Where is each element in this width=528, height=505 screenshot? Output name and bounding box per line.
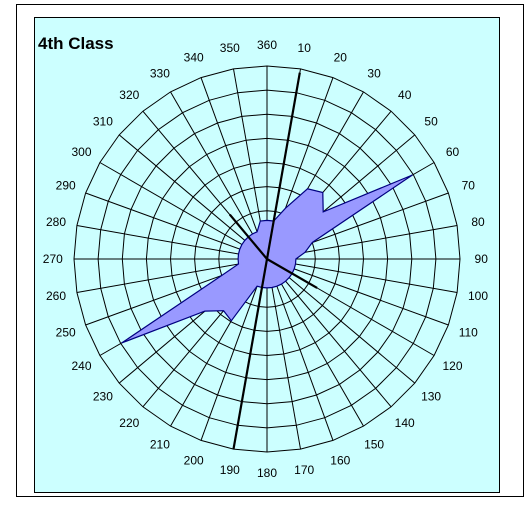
grid-spoke <box>266 258 334 441</box>
angle-label: 310 <box>93 114 113 128</box>
angle-label: 300 <box>71 145 91 159</box>
angle-label: 180 <box>257 466 277 480</box>
grid-spoke <box>76 225 268 260</box>
angle-label: 200 <box>184 453 204 467</box>
angle-label: 230 <box>93 390 113 404</box>
angle-label: 330 <box>150 67 170 81</box>
angle-label: 260 <box>46 289 66 303</box>
series-spike <box>232 258 269 450</box>
angle-label: 10 <box>298 41 312 55</box>
angle-label: 340 <box>184 51 204 65</box>
grid-spoke <box>170 91 268 260</box>
grid-spoke <box>76 258 268 293</box>
grid-spoke <box>99 162 268 260</box>
angle-label: 290 <box>56 179 76 193</box>
grid-spoke <box>266 258 364 427</box>
angle-label: 360 <box>257 38 277 52</box>
grid-spoke <box>200 77 268 260</box>
angle-label: 280 <box>46 215 66 229</box>
series-spike <box>228 213 268 260</box>
angle-label: 350 <box>220 41 240 55</box>
angle-label: 120 <box>442 359 462 373</box>
angle-label: 80 <box>471 215 485 229</box>
angle-label: 320 <box>119 88 139 102</box>
angle-label: 50 <box>424 114 438 128</box>
angle-label: 150 <box>364 438 384 452</box>
grid-spoke <box>266 258 458 293</box>
grid-spoke <box>118 134 268 260</box>
angle-label: 110 <box>459 325 478 339</box>
grid-spoke <box>266 258 416 384</box>
angle-label: 100 <box>468 289 488 303</box>
angle-label: 250 <box>56 325 76 339</box>
grid-spoke <box>266 258 449 326</box>
angle-label: 140 <box>395 416 415 430</box>
angle-label: 270 <box>43 252 63 266</box>
angle-label: 70 <box>462 179 476 193</box>
grid-spoke <box>200 258 268 441</box>
angle-label: 170 <box>294 463 314 477</box>
angle-label: 160 <box>330 453 350 467</box>
angle-label: 90 <box>475 252 489 266</box>
angle-label: 20 <box>334 51 348 65</box>
angle-label: 60 <box>446 145 460 159</box>
grid-spoke <box>266 258 301 450</box>
chart-title: 4th Class <box>38 34 114 53</box>
angle-label: 130 <box>421 390 441 404</box>
series-spike <box>265 72 301 260</box>
angle-label: 40 <box>398 88 412 102</box>
angle-label: 190 <box>220 463 240 477</box>
grid-spoke <box>266 258 392 408</box>
angle-label: 30 <box>367 67 381 81</box>
angle-label: 220 <box>119 416 139 430</box>
angle-label: 240 <box>71 359 91 373</box>
series-spike <box>266 258 318 289</box>
grid-spoke <box>85 192 268 260</box>
angle-label: 210 <box>150 438 170 452</box>
